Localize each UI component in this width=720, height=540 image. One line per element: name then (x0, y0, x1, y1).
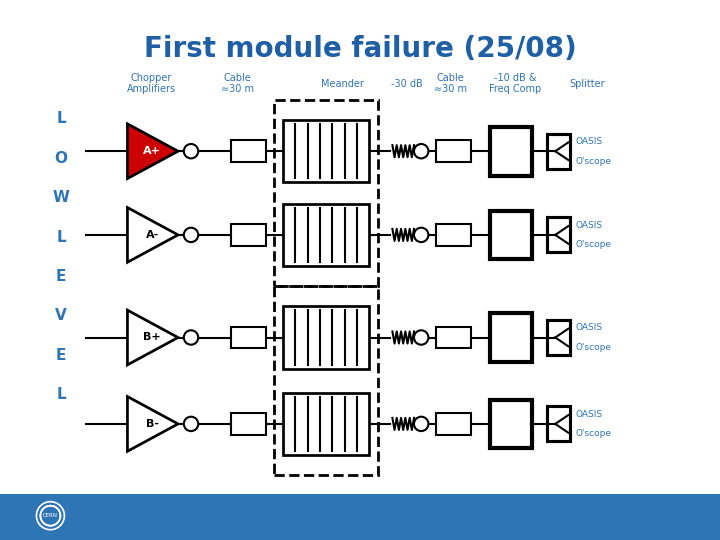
Bar (231, 224, 266, 246)
Text: W: W (53, 190, 70, 205)
Bar (231, 140, 266, 162)
Text: Cable
≈30 m: Cable ≈30 m (433, 73, 467, 94)
Bar (283, 204, 369, 266)
Bar (0, 494, 720, 540)
Bar (490, 211, 532, 259)
Bar (490, 127, 532, 176)
Text: B+: B+ (143, 333, 161, 342)
Text: OASIS: OASIS (576, 220, 603, 230)
Text: L: L (56, 387, 66, 402)
Polygon shape (127, 124, 178, 179)
Text: OASIS: OASIS (576, 323, 603, 332)
Text: O'scope: O'scope (576, 343, 612, 352)
Circle shape (184, 228, 198, 242)
Bar (436, 327, 471, 348)
Text: B-: B- (145, 419, 158, 429)
Circle shape (184, 144, 198, 158)
Bar (547, 217, 570, 253)
Text: O: O (55, 151, 68, 166)
Text: E: E (56, 269, 66, 284)
Text: Splitter: Splitter (569, 79, 605, 89)
Text: First module failure (25/08): First module failure (25/08) (143, 35, 577, 63)
Polygon shape (127, 310, 178, 365)
Polygon shape (127, 396, 178, 451)
Bar (490, 400, 532, 448)
Text: -30 dB: -30 dB (391, 79, 423, 89)
Text: Meander: Meander (320, 79, 364, 89)
Bar (283, 307, 369, 368)
Circle shape (414, 330, 428, 345)
Text: O'scope: O'scope (576, 240, 612, 249)
Text: -10 dB &
Freq Comp: -10 dB & Freq Comp (489, 73, 541, 94)
Text: OASIS: OASIS (576, 137, 603, 146)
Bar (436, 413, 471, 435)
Bar (436, 140, 471, 162)
Bar (274, 286, 378, 475)
Bar (231, 413, 266, 435)
Text: O'scope: O'scope (576, 157, 612, 166)
Polygon shape (127, 207, 178, 262)
Bar (547, 320, 570, 355)
Text: L: L (56, 230, 66, 245)
Text: L: L (56, 111, 66, 126)
Circle shape (184, 330, 198, 345)
Bar (547, 406, 570, 442)
Text: CERN: CERN (43, 513, 58, 518)
Text: OASIS: OASIS (576, 409, 603, 418)
Text: Cable
≈30 m: Cable ≈30 m (221, 73, 254, 94)
Bar (547, 133, 570, 168)
Text: O'scope: O'scope (576, 429, 612, 438)
Circle shape (414, 144, 428, 158)
Bar (436, 224, 471, 246)
Bar (231, 327, 266, 348)
Text: Chopper
Amplifiers: Chopper Amplifiers (127, 73, 176, 94)
Bar (274, 100, 378, 286)
Circle shape (414, 417, 428, 431)
Text: A+: A+ (143, 146, 161, 156)
Bar (283, 393, 369, 455)
Text: E: E (56, 348, 66, 363)
Bar (490, 313, 532, 362)
Text: V: V (55, 308, 67, 323)
Circle shape (184, 417, 198, 431)
Bar (283, 120, 369, 183)
Circle shape (414, 228, 428, 242)
Text: A-: A- (145, 230, 158, 240)
